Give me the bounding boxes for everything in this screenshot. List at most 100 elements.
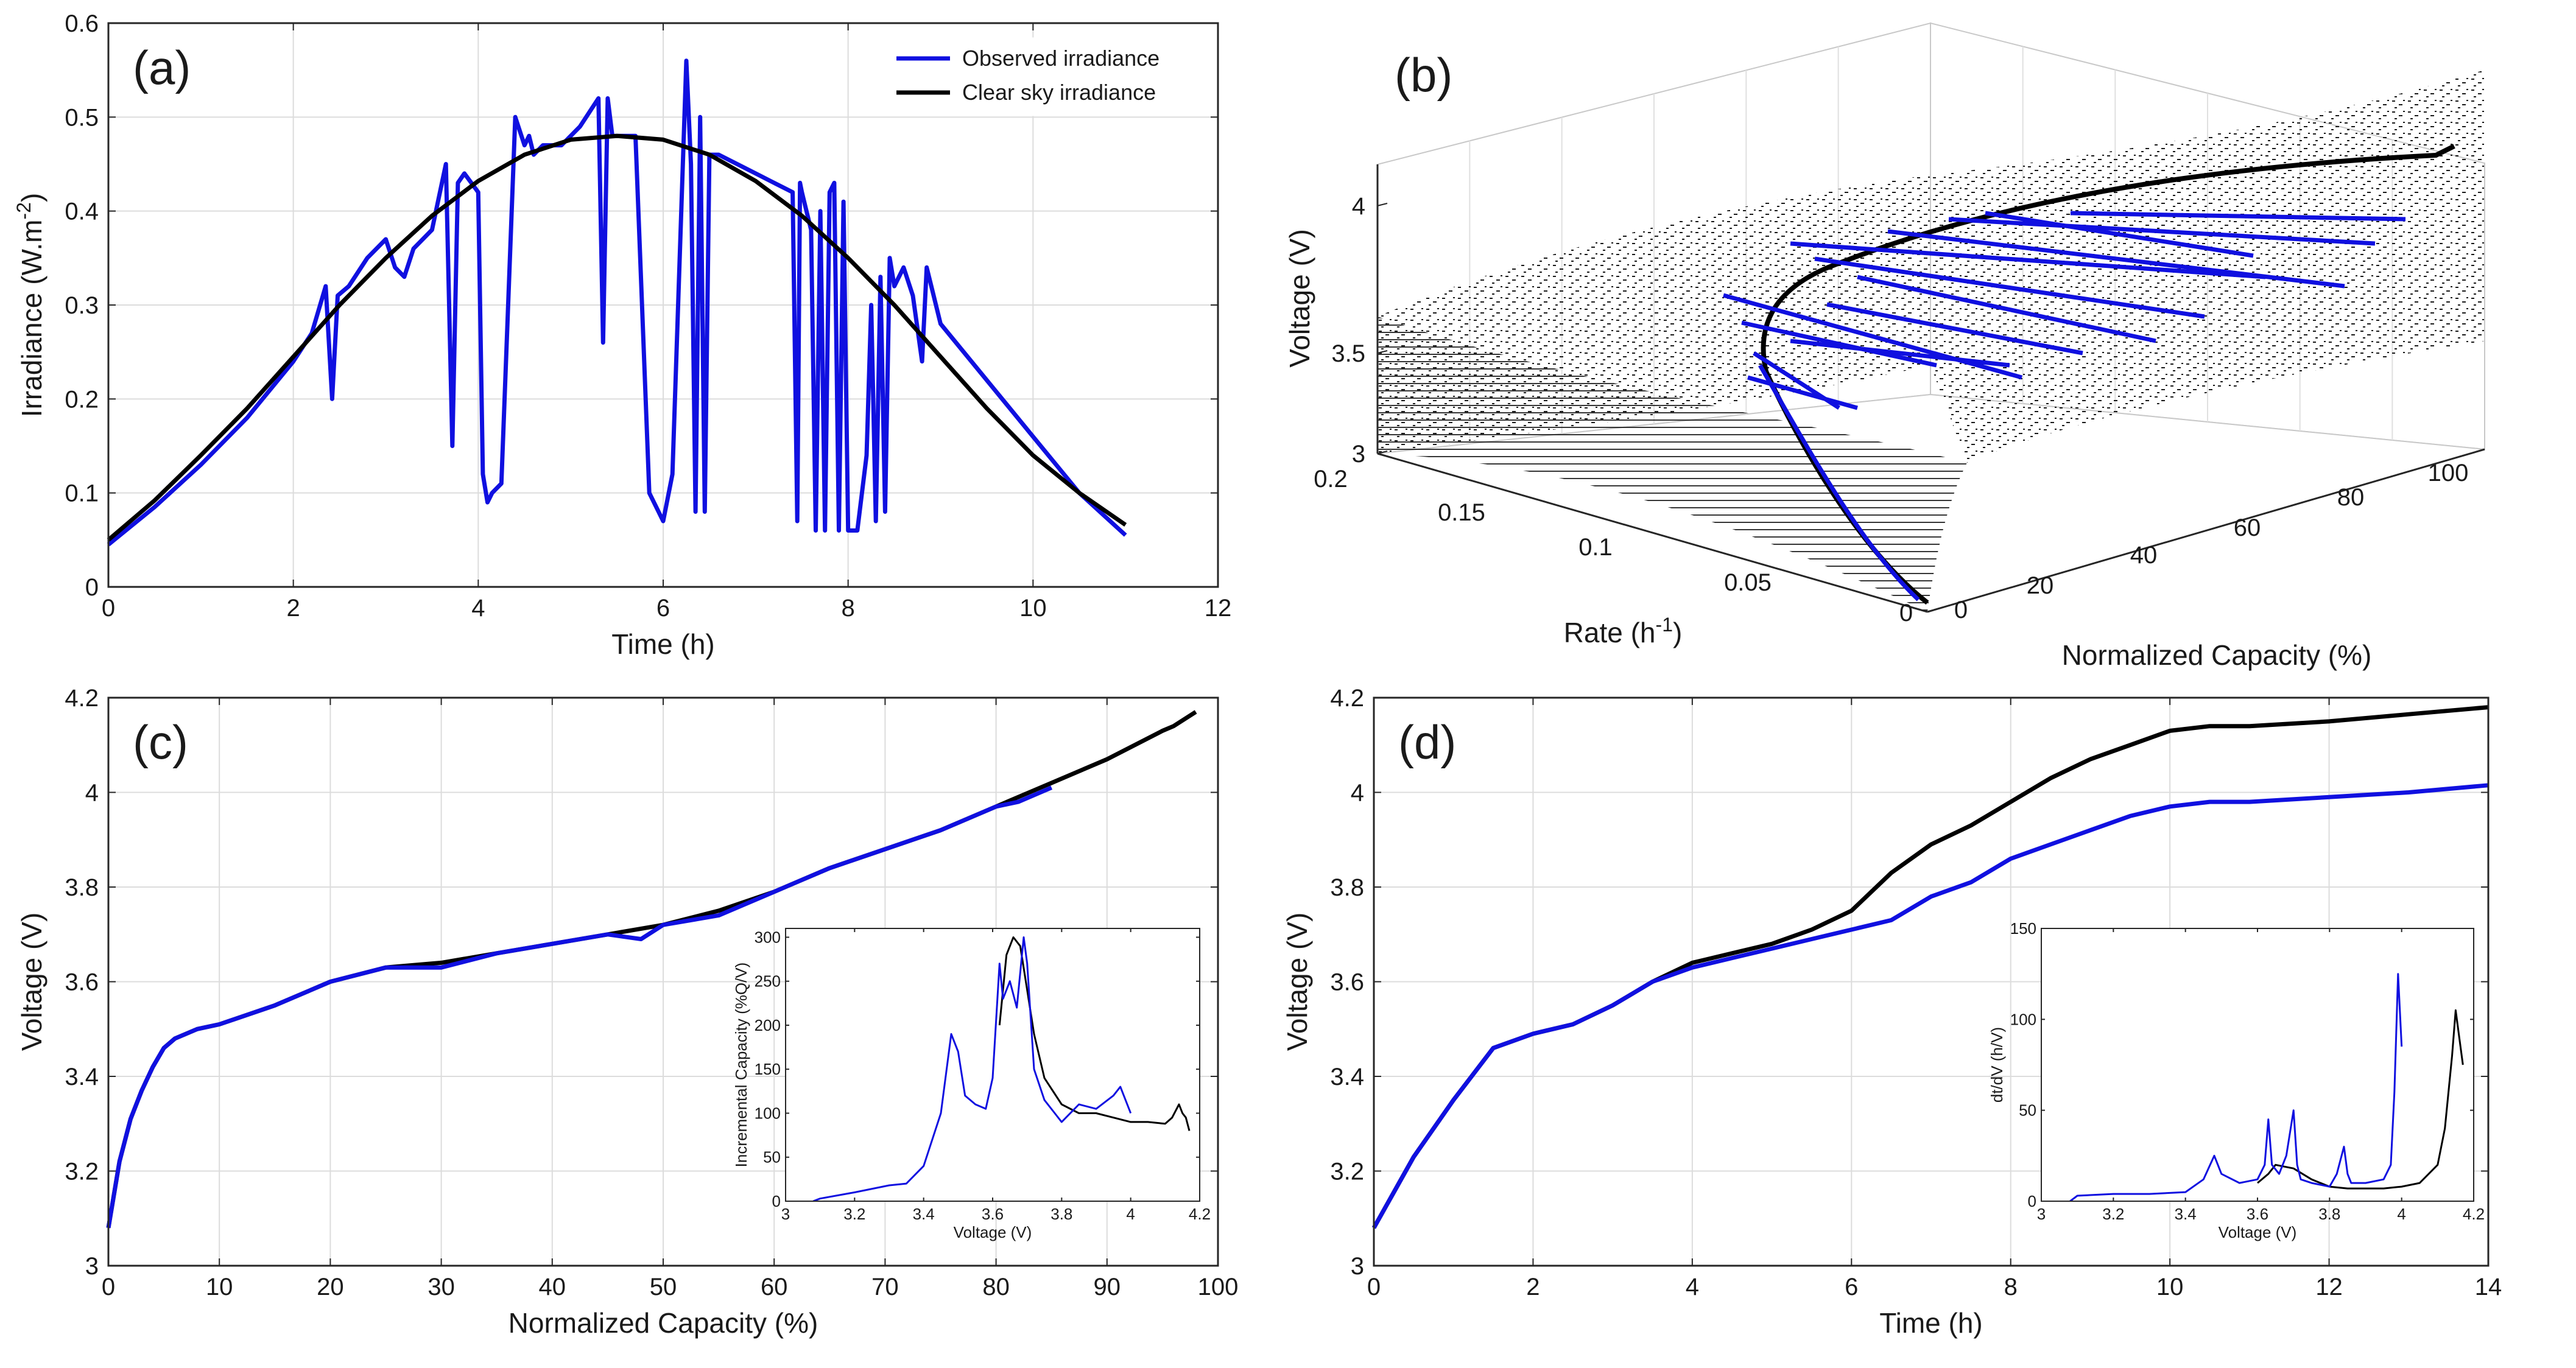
voltage-tick bbox=[1377, 451, 1388, 454]
legend-entry-1: Clear sky irradiance bbox=[962, 80, 1156, 105]
series-line-0 bbox=[107, 58, 1127, 547]
observed-trace bbox=[2070, 211, 2406, 222]
y-axis-label: Voltage (V) bbox=[1281, 913, 1313, 1051]
rate-tick-label: 0.2 bbox=[1314, 466, 1348, 493]
y-tick-label: 150 bbox=[755, 1060, 781, 1078]
y-tick-label: 0.5 bbox=[65, 104, 99, 131]
y-tick-label: 3.8 bbox=[65, 874, 99, 901]
voltage-tick-label: 3 bbox=[1352, 441, 1365, 468]
surface-front bbox=[1378, 317, 1967, 612]
x-tick-label: 2 bbox=[1526, 1274, 1540, 1300]
x-tick-label: 3.8 bbox=[1050, 1205, 1072, 1223]
x-axis-label: Normalized Capacity (%) bbox=[509, 1307, 818, 1339]
x-tick-label: 4 bbox=[1126, 1205, 1135, 1223]
series-line-1 bbox=[2069, 973, 2403, 1202]
legend-box bbox=[882, 37, 1206, 116]
y-tick-label: 0 bbox=[772, 1192, 781, 1210]
panel-b: 3 3.5 4 0.2 0.15 0.1 0.05 0 0 20 40 60 80 100 Normaliz… bbox=[1284, 22, 2485, 671]
x-tick-label: 3.6 bbox=[2247, 1205, 2268, 1223]
x-tick-label: 90 bbox=[1094, 1274, 1121, 1300]
capacity-tick-label: 0 bbox=[1954, 597, 1968, 623]
inset-axes: 3 3.2 3.4 3.6 3.8 4 4.2 0 50 100 150 200 250 300 Volta… bbox=[732, 928, 1211, 1241]
y-tick-label: 300 bbox=[755, 928, 781, 946]
y-tick-label: 4.2 bbox=[65, 685, 99, 712]
x-tick-label: 3.4 bbox=[913, 1205, 935, 1223]
panel-label: (b) bbox=[1395, 48, 1452, 102]
y-tick-label: 100 bbox=[755, 1104, 781, 1122]
panel-label: (d) bbox=[1398, 715, 1456, 769]
legend-entry-0: Observed irradiance bbox=[962, 46, 1160, 71]
x-axis-label: Voltage (V) bbox=[954, 1223, 1032, 1241]
x-tick-label: 70 bbox=[871, 1274, 899, 1300]
y-axis-label-main: Irradiance (W.m bbox=[16, 220, 48, 418]
rate-tick-label: 0.1 bbox=[1578, 534, 1613, 561]
series-line-0 bbox=[2257, 1009, 2464, 1190]
rate-tick-label: 0.15 bbox=[1438, 499, 1485, 526]
y-tick-label: 3.6 bbox=[65, 969, 99, 996]
y-tick-label: 0.2 bbox=[65, 386, 99, 413]
series-line-1 bbox=[812, 936, 1132, 1202]
y-tick-label: 0.1 bbox=[65, 480, 99, 507]
capacity-tick-label: 40 bbox=[2130, 542, 2158, 569]
x-tick-label: 4 bbox=[471, 595, 485, 622]
x-tick-label: 0 bbox=[102, 1274, 115, 1300]
capacity-tick-label: 60 bbox=[2234, 514, 2261, 541]
x-tick-label: 4.2 bbox=[1189, 1205, 1211, 1223]
x-tick-label: 6 bbox=[656, 595, 670, 622]
x-tick-label: 10 bbox=[1019, 595, 1047, 622]
observed-trace bbox=[1887, 229, 2345, 289]
x-tick-label: 8 bbox=[2004, 1274, 2018, 1300]
x-tick-label: 4.2 bbox=[2463, 1205, 2485, 1223]
y-tick-label: 0.6 bbox=[65, 10, 99, 37]
x-tick-label: 3.2 bbox=[843, 1205, 865, 1223]
x-tick-label: 10 bbox=[206, 1274, 233, 1300]
x-tick-label: 10 bbox=[2156, 1274, 2184, 1300]
x-tick-label: 100 bbox=[1198, 1274, 1239, 1300]
y-tick-label: 4 bbox=[85, 780, 99, 807]
y-axis-label: Voltage (V) bbox=[16, 913, 48, 1051]
x-tick-label: 3 bbox=[2037, 1205, 2046, 1223]
rate-axis-line bbox=[1377, 452, 1928, 613]
x-tick-label: 3.2 bbox=[2102, 1205, 2124, 1223]
observed-trace bbox=[1948, 217, 2376, 246]
observed-trace bbox=[1790, 241, 2266, 279]
capacity-axis-line bbox=[1927, 448, 2485, 613]
panel-label: (a) bbox=[133, 41, 191, 94]
x-tick-label: 80 bbox=[982, 1274, 1010, 1300]
plot-area bbox=[2041, 928, 2474, 1201]
x-tick-label: 14 bbox=[2475, 1274, 2502, 1300]
observed-trace bbox=[1814, 256, 2205, 319]
y-tick-label: 50 bbox=[2019, 1101, 2036, 1120]
y-tick-label: 3 bbox=[85, 1253, 99, 1280]
voltage-tick-label: 3.5 bbox=[1331, 340, 1365, 367]
surface-right bbox=[1930, 163, 2485, 463]
y-tick-label: 0 bbox=[85, 574, 99, 601]
observed-trace bbox=[1857, 275, 2156, 343]
x-tick-label: 4 bbox=[2397, 1205, 2405, 1223]
y-axis-label-end: ) bbox=[16, 193, 48, 202]
y-tick-label: 3.4 bbox=[1330, 1064, 1364, 1090]
y-axis-label: Irradiance (W.m-2) bbox=[13, 193, 48, 417]
x-axis-label: Voltage (V) bbox=[2219, 1223, 2297, 1241]
voltage-axis-label: Voltage (V) bbox=[1284, 229, 1315, 368]
rate-axis-label-end: ) bbox=[1673, 617, 1682, 648]
x-tick-label: 3.4 bbox=[2175, 1205, 2197, 1223]
voltage-tick bbox=[1377, 203, 1388, 206]
panel-label: (c) bbox=[133, 715, 188, 769]
y-axis-label: dt/dV (h/V) bbox=[1988, 1027, 2006, 1103]
observed-curve bbox=[1758, 364, 1920, 602]
observed-trace bbox=[1723, 293, 2022, 380]
series-line-1 bbox=[106, 785, 1053, 1229]
x-tick-label: 4 bbox=[1686, 1274, 1699, 1300]
x-tick-label: 40 bbox=[539, 1274, 566, 1300]
observed-trace bbox=[1747, 375, 1858, 410]
rate-tick-label: 0 bbox=[1899, 600, 1913, 626]
rate-axis-label-sup: -1 bbox=[1656, 614, 1673, 636]
x-tick-label: 30 bbox=[428, 1274, 455, 1300]
inset-axes: 3 3.2 3.4 3.6 3.8 4 4.2 0 50 100 150 Voltage (V) dt/… bbox=[1988, 919, 2485, 1241]
x-axis-label: Time (h) bbox=[1879, 1307, 1983, 1339]
series-line-0 bbox=[998, 936, 1191, 1131]
x-tick-label: 6 bbox=[1845, 1274, 1858, 1300]
